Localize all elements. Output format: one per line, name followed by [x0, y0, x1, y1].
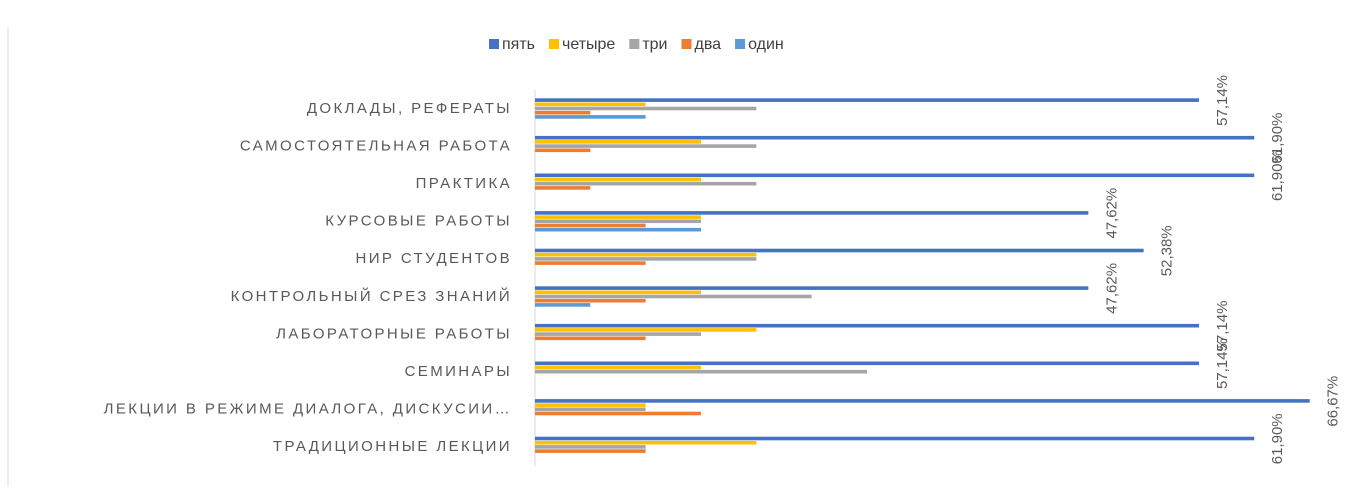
data-label: 57,14% [1214, 301, 1231, 352]
legend-label: пять [502, 36, 535, 53]
bar [535, 219, 702, 224]
data-label: 57,14% [1214, 75, 1231, 126]
bar [535, 257, 757, 261]
bar [535, 98, 1199, 102]
bar [535, 110, 591, 115]
bar [535, 294, 812, 299]
data-label: 66,67% [1325, 376, 1342, 427]
y-tick-label: САМОСТОЯТЕЛЬНАЯ РАБОТА [240, 137, 512, 154]
legend-swatch [489, 39, 499, 49]
data-label: 52,38% [1159, 225, 1176, 276]
bar [535, 140, 702, 144]
bar [535, 298, 646, 303]
y-tick-label: ТРАДИЦИОННЫЕ ЛЕКЦИИ [273, 438, 512, 455]
legend-label: два [695, 36, 722, 53]
bar [535, 411, 702, 416]
legend-label: один [748, 36, 784, 53]
bar [535, 407, 646, 412]
bar [535, 115, 646, 119]
data-label: 47,62% [1103, 188, 1120, 239]
bar [535, 361, 1199, 366]
bar [535, 323, 1199, 328]
bar [535, 248, 1144, 253]
bar [535, 440, 757, 445]
legend-swatch [735, 39, 746, 49]
y-tick-label: НИР СТУДЕНТОВ [356, 250, 513, 267]
bar [535, 173, 1255, 178]
bar [535, 436, 1255, 441]
data-label: 47,62% [1103, 263, 1120, 314]
y-tick-label: ДОКЛАДЫ, РЕФЕРАТЫ [307, 100, 512, 117]
y-tick-label: КОНТРОЛЬНЫЙ СРЕЗ ЗНАНИЙ [231, 287, 512, 305]
data-label: 61,90% [1269, 413, 1286, 464]
y-tick-label: ПРАКТИКА [416, 175, 512, 192]
legend-label: три [642, 36, 667, 53]
bar [535, 286, 1089, 290]
legend-swatch [629, 39, 640, 49]
data-label: 57,14% [1214, 338, 1231, 389]
y-tick-label: СЕМИНАРЫ [405, 363, 512, 380]
bar [535, 186, 591, 190]
bar [535, 227, 702, 232]
bar [535, 369, 867, 374]
bar [535, 148, 591, 153]
y-tick-label: ЛЕКЦИИ В РЕЖИМЕ ДИАЛОГА, ДИСКУСИИ… [104, 401, 512, 418]
bar [535, 336, 646, 341]
bar [535, 177, 702, 182]
bar [535, 135, 1255, 140]
bar [535, 449, 646, 453]
bar [535, 223, 646, 228]
bar [535, 399, 1310, 403]
legend-swatch [681, 39, 692, 49]
bar [535, 261, 646, 265]
bar [535, 252, 757, 257]
bar [535, 215, 702, 219]
bar [535, 102, 646, 107]
bar [535, 403, 646, 407]
bar [535, 328, 757, 332]
bar [535, 181, 757, 186]
data-label: 61,90% [1269, 150, 1286, 201]
bar [535, 303, 591, 307]
legend-swatch [549, 39, 559, 49]
bar [535, 106, 757, 111]
bar [535, 445, 646, 449]
legend-label: четыре [562, 36, 615, 53]
y-tick-label: КУРСОВЫЕ РАБОТЫ [325, 213, 512, 230]
bar [535, 332, 702, 336]
bar [535, 365, 702, 370]
y-tick-label: ЛАБОРАТОРНЫЕ РАБОТЫ [276, 325, 512, 342]
bar [535, 290, 702, 295]
data-label: 61,90% [1269, 113, 1286, 164]
bar [535, 144, 757, 148]
bar [535, 211, 1089, 215]
